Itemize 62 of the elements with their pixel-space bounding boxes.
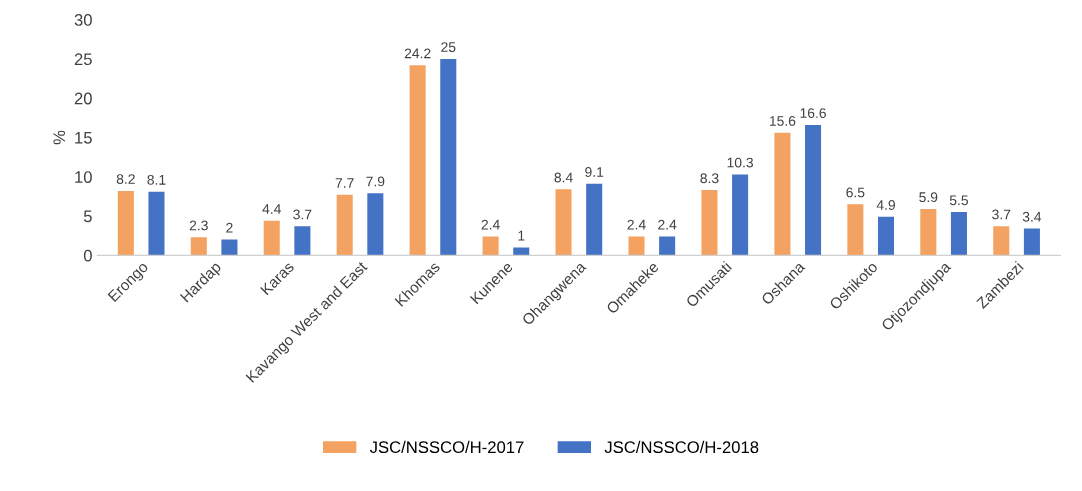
bar [221,239,238,256]
y-axis-title: % [53,130,66,145]
y-tick-label: 5 [83,210,92,223]
bar [148,191,165,256]
data-label: 5.5 [949,195,969,206]
bar [732,174,749,256]
bar [877,216,895,256]
data-label: 5.9 [919,192,938,203]
data-label: 15.6 [769,116,796,126]
legend-label: JSC/NSSCO/H-2018 [604,440,759,454]
bar [586,183,603,256]
bar [409,65,426,256]
data-label: 9.1 [585,167,604,177]
bar [367,193,384,256]
data-label: 2.4 [481,219,500,230]
y-tick-label: 20 [74,92,92,105]
bar [950,212,967,256]
data-label: 8.1 [147,174,166,185]
data-label: 2.4 [627,219,646,230]
legend-label: JSC/NSSCO/H-2017 [369,440,524,454]
y-tick-label: 25 [74,53,92,66]
y-tick-label: 10 [75,171,92,183]
bar [555,189,572,256]
bar [847,204,864,256]
bar [701,190,718,256]
bar [440,58,457,256]
bar [294,226,311,256]
bar [659,236,676,256]
data-label: 16.6 [800,108,826,118]
bar [263,220,280,256]
data-label: 4.4 [262,204,281,214]
data-label: 10.3 [727,157,753,168]
bar [482,236,499,256]
data-label: 8.3 [700,173,719,184]
data-label: 2.3 [189,220,208,231]
bar [190,237,207,256]
data-label: 4.9 [876,200,895,210]
y-tick-label: 15 [75,132,92,144]
data-label: 8.4 [554,172,573,183]
bar [1023,228,1040,256]
bar [920,208,937,256]
data-label: 2 [226,222,233,233]
data-label: 2.4 [658,219,677,230]
y-tick-label: 30 [74,14,92,26]
bar [513,247,530,256]
data-label: 24.2 [404,48,431,59]
bar [805,124,822,256]
data-label: 7.7 [335,178,354,188]
data-label: 3.7 [293,209,312,220]
bar [993,226,1010,256]
bar [336,194,353,256]
data-label: 3.4 [1022,211,1042,222]
bar [117,190,134,256]
data-label: 3.7 [992,209,1011,220]
data-label: 8.2 [116,174,135,184]
data-label: 1 [518,230,525,241]
data-label: 7.9 [366,176,385,187]
data-label: 6.5 [846,187,865,198]
bar [628,236,645,256]
bar [774,132,791,256]
data-label: 25 [441,42,456,53]
y-tick-label: 0 [83,249,92,262]
